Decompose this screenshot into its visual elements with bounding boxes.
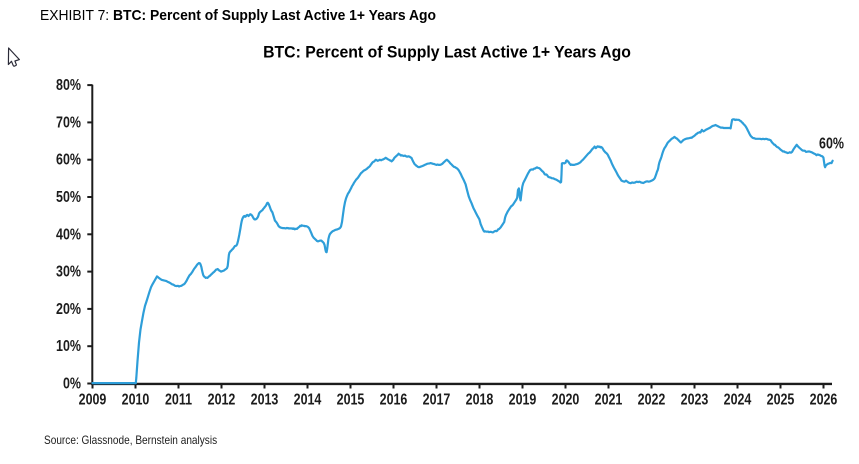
- svg-text:60%: 60%: [819, 135, 844, 153]
- svg-text:40%: 40%: [56, 226, 81, 244]
- svg-text:2013: 2013: [251, 391, 279, 409]
- svg-text:2014: 2014: [294, 391, 322, 409]
- svg-text:2026: 2026: [810, 391, 838, 409]
- svg-text:2025: 2025: [767, 391, 795, 409]
- svg-text:2011: 2011: [165, 391, 192, 409]
- svg-text:70%: 70%: [56, 114, 81, 132]
- svg-text:2019: 2019: [509, 391, 537, 409]
- svg-text:2009: 2009: [79, 391, 107, 409]
- svg-text:2010: 2010: [122, 391, 150, 409]
- svg-text:2018: 2018: [466, 391, 494, 409]
- svg-text:30%: 30%: [56, 263, 81, 281]
- svg-text:2023: 2023: [681, 391, 709, 409]
- svg-text:10%: 10%: [56, 338, 81, 356]
- svg-text:2017: 2017: [423, 391, 451, 409]
- svg-text:2015: 2015: [337, 391, 365, 409]
- svg-text:0%: 0%: [63, 375, 81, 393]
- svg-text:60%: 60%: [56, 151, 81, 169]
- svg-text:50%: 50%: [56, 189, 81, 207]
- svg-text:2021: 2021: [595, 391, 623, 409]
- svg-text:80%: 80%: [56, 77, 81, 95]
- svg-text:2024: 2024: [724, 391, 752, 409]
- svg-text:2016: 2016: [380, 391, 408, 409]
- svg-text:2020: 2020: [552, 391, 580, 409]
- svg-text:20%: 20%: [56, 301, 81, 319]
- svg-text:2022: 2022: [638, 391, 666, 409]
- svg-text:2012: 2012: [208, 391, 236, 409]
- svg-text:BTC: Percent of Supply Last Ac: BTC: Percent of Supply Last Active 1+ Ye…: [263, 43, 631, 62]
